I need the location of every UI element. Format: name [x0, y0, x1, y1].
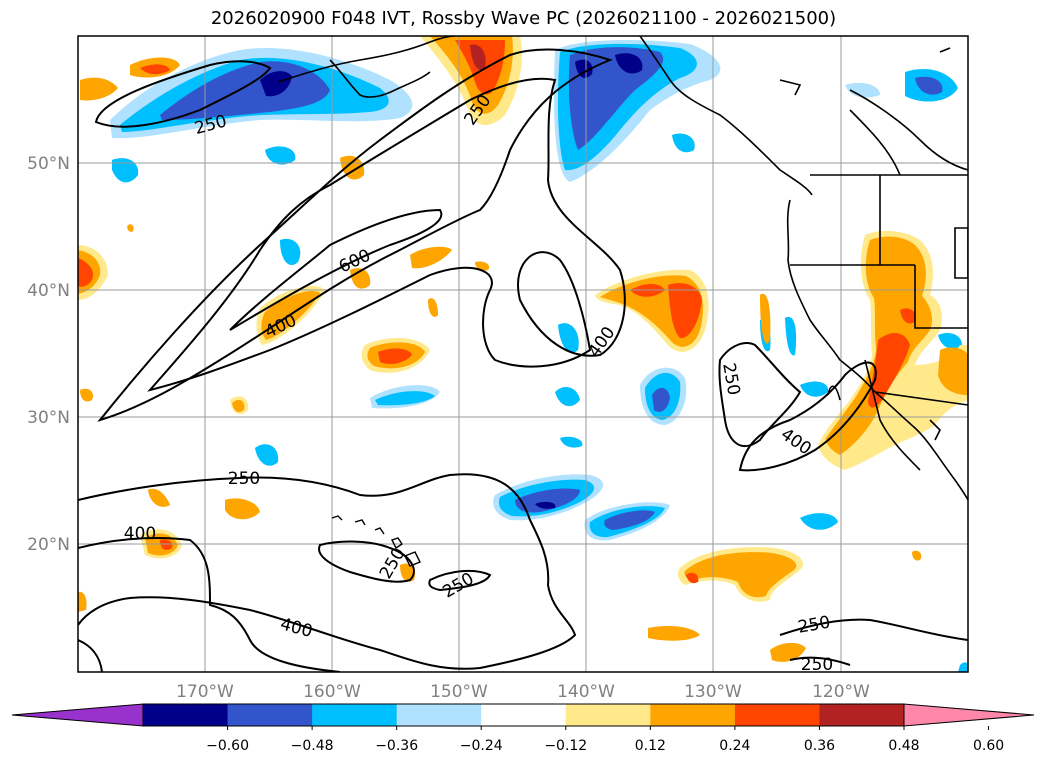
- contour-label-7: 250: [228, 469, 260, 489]
- negative-anomaly-blobs: [110, 40, 968, 672]
- lon-label-170w: 170°W: [176, 682, 234, 702]
- map-title: 2026020900 F048 IVT, Rossby Wave PC (202…: [210, 8, 837, 29]
- map-frame: [77, 35, 969, 673]
- colorbar-tick-label: 0.24: [719, 738, 750, 754]
- shaded-field: 250 250 600 400 250 400 250 400 250 400 …: [78, 36, 968, 675]
- colorbar-tick-label: 0.12: [635, 738, 666, 754]
- colorbar-tick-label: −0.36: [375, 738, 418, 754]
- latitude-labels: 50°N 40°N 30°N 20°N: [27, 154, 70, 555]
- contour-label-8: 400: [124, 524, 156, 544]
- colorbar-extend-low: [11, 703, 144, 727]
- colorbar-tick-label: −0.48: [291, 738, 334, 754]
- lon-label-150w: 150°W: [430, 682, 488, 702]
- colorbar-segment: [565, 704, 651, 726]
- map-panel: 250 250 600 400 250 400 250 400 250 400 …: [77, 35, 969, 675]
- lat-label-20: 20°N: [27, 535, 70, 555]
- colorbar-tick-label: 0.48: [888, 738, 919, 754]
- lat-label-40: 40°N: [27, 281, 70, 301]
- longitude-labels: 170°W 160°W 150°W 140°W 130°W 120°W: [176, 682, 870, 702]
- colorbar-segment: [734, 704, 820, 726]
- colorbar-segment: [396, 704, 482, 726]
- colorbar-segment: [143, 704, 229, 726]
- hawaiian-islands: [331, 515, 421, 567]
- colorbar-tick-label: −0.24: [460, 738, 503, 754]
- colorbar-frame: [142, 703, 905, 727]
- lon-label-130w: 130°W: [684, 682, 742, 702]
- colorbar-extend-high: [903, 703, 1035, 727]
- colorbar-segment: [819, 704, 905, 726]
- lon-label-160w: 160°W: [303, 682, 361, 702]
- coastlines: [277, 36, 968, 501]
- lon-label-140w: 140°W: [557, 682, 615, 702]
- lat-label-30: 30°N: [27, 408, 70, 428]
- colorbar-segment: [481, 704, 567, 726]
- contour-label-14: 250: [801, 655, 833, 675]
- lon-label-120w: 120°W: [812, 682, 870, 702]
- colorbar: −0.60 −0.48 −0.36 −0.24 −0.12 0.12 0.24 0.36 0.4…: [11, 703, 1035, 754]
- colorbar-tick-label: 0.36: [804, 738, 835, 754]
- colorbar-tick-label: −0.60: [206, 738, 249, 754]
- colorbar-segment: [227, 704, 313, 726]
- map-background: [78, 36, 968, 672]
- lat-label-50: 50°N: [27, 154, 70, 174]
- graticule: [78, 36, 968, 672]
- ivt-contours: [78, 48, 968, 672]
- colorbar-segment: [312, 704, 398, 726]
- colorbar-tick-label: −0.12: [544, 738, 587, 754]
- colorbar-segment: [650, 704, 736, 726]
- colorbar-tick-label: 0.60: [973, 738, 1004, 754]
